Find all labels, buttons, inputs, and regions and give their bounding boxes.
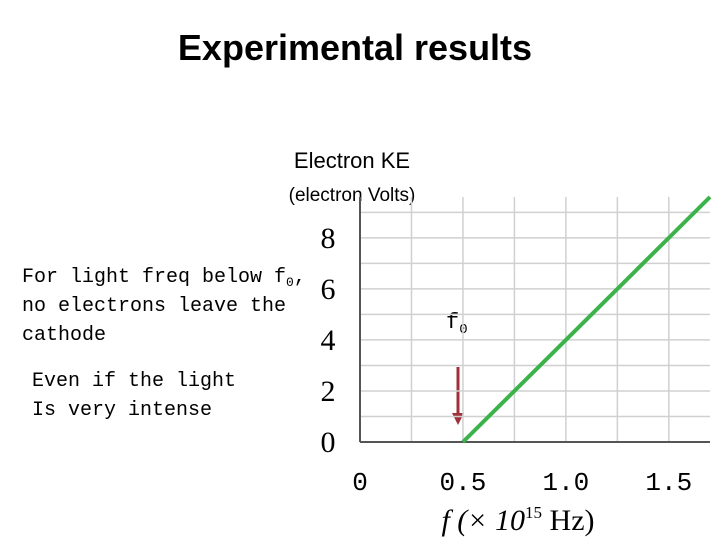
y-tick-label: 8 xyxy=(321,222,336,255)
slide-title: Experimental results xyxy=(178,27,532,68)
note-subscript: 0 xyxy=(286,275,294,290)
x-tick-label: 1.5 xyxy=(645,468,692,498)
y-tick-label: 6 xyxy=(321,273,336,306)
y-tick-label: 2 xyxy=(321,375,336,408)
y-axis-label: Electron KE xyxy=(294,148,410,173)
note-text: Even if the light xyxy=(32,370,236,393)
x-axis-label: f (× 1015 Hz) xyxy=(441,503,594,537)
x-tick-label: 0 xyxy=(352,468,368,498)
note-text: , xyxy=(294,266,306,289)
y-axis-label: (electron Volts) xyxy=(289,185,416,206)
note-text: For light freq below f xyxy=(22,266,286,289)
y-tick-label: 4 xyxy=(321,324,336,357)
x-label-text: f (× 10 xyxy=(441,504,525,537)
threshold-text: f xyxy=(446,310,459,335)
note: For light freq below f0, xyxy=(22,266,306,290)
x-label-text: Hz) xyxy=(542,504,594,537)
note-text: no electrons leave the xyxy=(22,295,286,318)
x-tick-label: 0.5 xyxy=(440,468,487,498)
y-tick-label: 0 xyxy=(321,426,336,459)
x-tick-label: 1.0 xyxy=(542,468,589,498)
note-text: Is very intense xyxy=(32,399,212,422)
data-line xyxy=(461,195,712,444)
note-text: cathode xyxy=(22,324,106,347)
x-label-superscript: 15 xyxy=(525,503,542,522)
